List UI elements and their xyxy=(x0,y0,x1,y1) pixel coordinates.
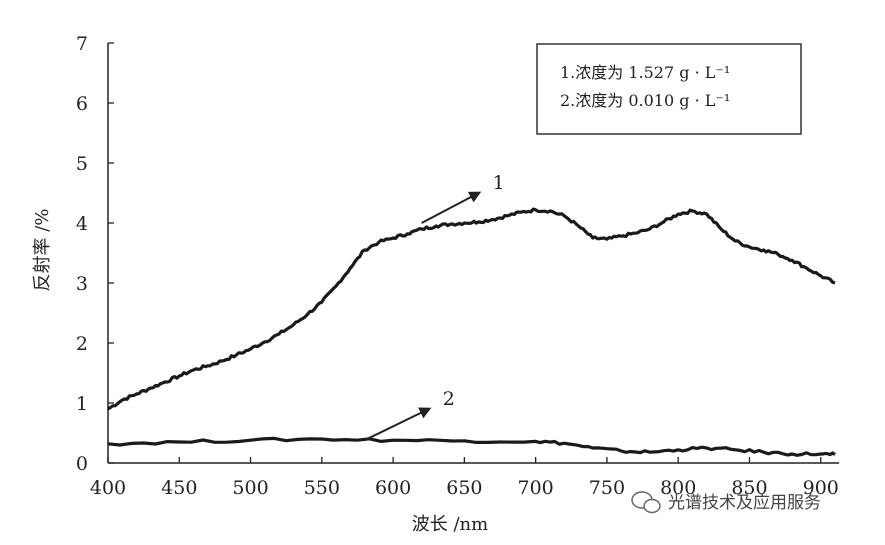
x-tick-label: 400 xyxy=(90,477,126,499)
x-tick-label: 700 xyxy=(518,477,554,499)
wechat-icon xyxy=(631,491,661,514)
x-tick-label: 750 xyxy=(589,477,625,499)
x-tick-label: 900 xyxy=(803,477,839,499)
watermark-text: 光谱技术及应用服务 xyxy=(668,493,821,513)
x-axis-title: 波长 /nm xyxy=(412,514,488,535)
y-tick-label: 2 xyxy=(76,333,88,355)
annotation-label-2: 2 xyxy=(443,388,455,410)
annotation-arrow-1 xyxy=(421,191,482,224)
x-tick-label: 650 xyxy=(446,477,482,499)
y-tick-label: 5 xyxy=(76,153,88,175)
legend-entry-1: 1.浓度为 1.527 g · L⁻¹ xyxy=(560,63,730,82)
series-layer xyxy=(107,207,836,457)
y-tick-label: 7 xyxy=(76,33,88,55)
legend: 1.浓度为 1.527 g · L⁻¹ 2.浓度为 0.010 g · L⁻¹ xyxy=(536,43,802,135)
y-tick-label: 6 xyxy=(76,93,88,115)
annotation-layer: 12 xyxy=(364,172,505,442)
series-line-2 xyxy=(107,436,836,457)
legend-box xyxy=(536,43,802,135)
y-axis-title: 反射率 /% xyxy=(32,209,53,292)
y-tick-label: 0 xyxy=(76,453,88,475)
watermark: 光谱技术及应用服务 xyxy=(631,491,821,514)
y-tick-label: 1 xyxy=(76,393,88,415)
x-tick-label: 450 xyxy=(161,477,197,499)
annotation-label-1: 1 xyxy=(493,172,505,194)
x-tick-label: 850 xyxy=(731,477,767,499)
x-tick-label: 550 xyxy=(304,477,340,499)
x-tick-label: 600 xyxy=(375,477,411,499)
annotation-arrow-2 xyxy=(364,407,432,442)
y-tick-label: 4 xyxy=(76,213,88,235)
x-tick-label: 800 xyxy=(660,477,696,499)
legend-entry-2: 2.浓度为 0.010 g · L⁻¹ xyxy=(560,91,730,110)
y-tick-label: 3 xyxy=(76,273,88,295)
x-tick-label: 500 xyxy=(232,477,268,499)
series-line-1 xyxy=(107,207,836,411)
